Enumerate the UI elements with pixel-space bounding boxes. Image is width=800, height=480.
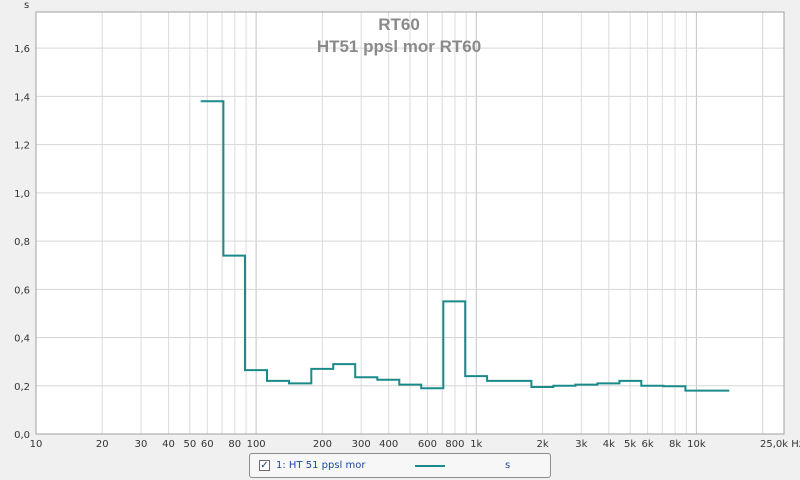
x-tick-label: 40 [162, 439, 175, 450]
x-tick-label: 30 [135, 439, 148, 450]
x-tick-label: 300 [352, 439, 371, 450]
x-tick-label: 800 [445, 439, 464, 450]
y-tick-label: 0,8 [14, 237, 30, 248]
y-tick-label: 1,2 [14, 141, 30, 152]
x-tick-label: 1k [470, 439, 482, 450]
x-tick-label: 6k [641, 439, 653, 450]
series-visibility-checkbox[interactable]: ✓ [259, 460, 270, 471]
x-tick-label: 400 [379, 439, 398, 450]
x-tick-label: 2k [536, 439, 548, 450]
x-tick-label: 3k [575, 439, 587, 450]
y-tick-label: 1,6 [14, 44, 30, 55]
x-tick-label: 8k [669, 439, 681, 450]
y-tick-label: 0,0 [14, 430, 30, 441]
legend: ✓ 1: HT 51 ppsl mor s [249, 453, 551, 478]
y-tick-label: 1,0 [14, 189, 30, 200]
chart-title: RT60 [378, 15, 420, 34]
x-tick-label: 4k [603, 439, 615, 450]
series-layer [200, 100, 730, 392]
x-tick-label: 600 [418, 439, 437, 450]
legend-unit: s [505, 460, 511, 471]
y-tick-label: 0,2 [14, 382, 30, 393]
x-tick-label: 200 [313, 439, 332, 450]
chart-subtitle: HT51 ppsl mor RT60 [317, 37, 481, 56]
y-tick-labels: 0,0 0,2 0,4 0,6 0,8 1,0 1,2 1,4 1,6 [14, 44, 30, 441]
x-tick-label: 100 [247, 439, 266, 450]
x-axis-unit: 25,0k Hz [760, 439, 800, 450]
legend-series-name[interactable]: 1: HT 51 ppsl mor [276, 460, 366, 471]
x-tick-label: 20 [96, 439, 109, 450]
rt60-series-line [200, 100, 730, 392]
x-tick-label: 10k [687, 439, 706, 450]
x-tick-label: 50 [183, 439, 196, 450]
y-tick-label: 0,4 [14, 334, 30, 345]
x-tick-label: 80 [228, 439, 241, 450]
plot-frame [35, 11, 785, 435]
x-tick-labels: 10 20 30 40 50 60 80 100 200 300 400 600 800 1k 2k 3k 4k… [30, 439, 706, 450]
x-tick-label: 60 [201, 439, 214, 450]
grid-lines [35, 12, 784, 435]
y-tick-label: 1,4 [14, 92, 30, 103]
y-axis-unit: s [24, 0, 29, 11]
x-tick-label: 5k [624, 439, 636, 450]
legend-line-swatch [415, 465, 445, 467]
y-tick-label: 0,6 [14, 285, 30, 296]
x-tick-label: 10 [30, 439, 43, 450]
